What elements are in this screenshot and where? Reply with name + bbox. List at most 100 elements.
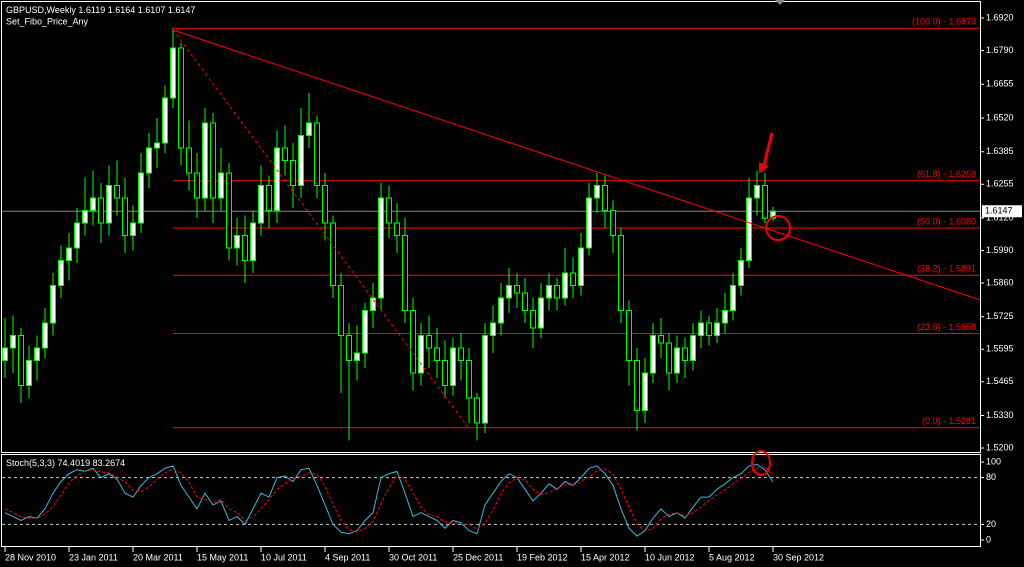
candle-body (90, 197, 96, 211)
candle-body (162, 97, 168, 144)
candle-body (602, 185, 608, 211)
candle-body (410, 310, 416, 374)
candle-body (642, 372, 648, 411)
candle-body (42, 322, 48, 349)
x-tick-label: 10 Jul 2011 (261, 552, 307, 562)
fibo-label: (61.8) - 1.6269 (917, 169, 976, 179)
x-tick-label: 30 Oct 2011 (389, 552, 437, 562)
candle-body (138, 172, 144, 224)
candle-body (106, 185, 112, 224)
x-tick-label: 15 May 2011 (197, 552, 248, 562)
y-tick-label: 1.6920 (986, 12, 1014, 22)
candle-body (514, 285, 520, 294)
candle-body (146, 147, 152, 174)
y-tick-label: 1.5860 (986, 277, 1014, 287)
x-tick-label: 28 Nov 2010 (5, 552, 56, 562)
candle-body (26, 360, 32, 386)
candle-body (634, 360, 640, 411)
y-tick-label: 1.6520 (986, 112, 1014, 122)
candle-body (746, 197, 752, 261)
candle-body (770, 210, 776, 219)
y-tick-label: 1.6255 (986, 179, 1014, 189)
candle-body (442, 360, 448, 386)
candle-body (250, 222, 256, 261)
symbol: GBPUSD,Weekly (6, 5, 76, 15)
fibo-label: (38.2) - 1.5891 (917, 264, 976, 274)
y-tick-label: 1.5465 (986, 376, 1014, 386)
main-frame (1, 1, 981, 453)
y-tick-label: 1.5990 (986, 245, 1014, 255)
candle-body (474, 397, 480, 424)
open: 1.6119 (78, 5, 105, 15)
candle-body (482, 335, 488, 424)
candle-body (762, 185, 768, 219)
low: 1.6107 (138, 5, 166, 15)
candle-body (506, 285, 512, 299)
candle-body (562, 272, 568, 299)
fibo-label: (100.0) - 1.6879 (912, 17, 976, 27)
candle-body (402, 235, 408, 311)
candle-body (610, 210, 616, 236)
stoch-title: Stoch(5,3,3) (6, 458, 55, 468)
close: 1.6147 (168, 5, 196, 15)
y-tick-label: 1.6790 (986, 45, 1014, 55)
trend-line (172, 29, 981, 301)
candle-body (546, 285, 552, 299)
candle-body (234, 235, 240, 249)
x-tick-label: 15 Apr 2012 (581, 552, 630, 562)
stoch-line (4, 463, 774, 537)
candle-body (354, 352, 360, 361)
candle-body (418, 335, 424, 374)
candle-body (274, 147, 280, 211)
candle-body (194, 172, 200, 199)
stoch-tick-label: 100 (986, 456, 1001, 466)
candle-body (730, 285, 736, 311)
x-tick-label: 20 Mar 2011 (133, 552, 183, 562)
candle-body (426, 335, 432, 349)
candle-body (58, 260, 64, 286)
y-tick-label: 1.6120 (986, 212, 1014, 222)
annotation-arrow (762, 132, 774, 166)
candle-body (434, 347, 440, 361)
candle-body (570, 272, 576, 286)
y-tick-label: 1.6655 (986, 79, 1014, 89)
marks: 1.6920 1.6790 1.6655 1.6520 1.6385 1.6255 1.61… (2, 12, 1022, 562)
y-tick-label: 1.5330 (986, 410, 1014, 420)
stoch-tick-label: 80 (986, 472, 996, 482)
y-tick-label: 1.5595 (986, 344, 1014, 354)
header: GBPUSD,Weekly 1.6119 1.6164 1.6107 1.614… (6, 5, 195, 15)
x-tick-label: 25 Dec 2011 (453, 552, 503, 562)
price-label: 1.6147 (985, 206, 1013, 216)
candle-body (298, 135, 304, 186)
candle-body (714, 322, 720, 336)
candle-body (202, 122, 208, 199)
fibo-base-line (172, 29, 471, 431)
candle-body (706, 322, 712, 336)
candle-body (306, 122, 312, 136)
candle-body (650, 335, 656, 374)
y-tick-label: 1.5725 (986, 311, 1014, 321)
candle-body (658, 335, 664, 344)
y-tick-label: 1.6385 (986, 146, 1014, 156)
candle-body (82, 210, 88, 224)
candle-body (754, 185, 760, 199)
candle-body (34, 347, 40, 361)
fibo-label: (50.0) - 1.6080 (917, 216, 976, 226)
candle-body (538, 297, 544, 329)
candle-body (10, 335, 16, 349)
candle-body (522, 292, 528, 311)
candle-body (66, 247, 72, 261)
stoch-main: 74.4019 (58, 458, 91, 468)
x-tick-label: 5 Aug 2012 (709, 552, 755, 562)
fibo-label: (0.0) - 1.5281 (922, 416, 976, 426)
candle-body (626, 310, 632, 361)
candle-body (266, 185, 272, 211)
candle-body (154, 142, 160, 149)
stoch-line (4, 466, 774, 533)
candle-body (178, 47, 184, 149)
candle-body (242, 235, 248, 261)
candle-body (346, 335, 352, 361)
candle-body (290, 160, 296, 186)
shift-marker (775, 0, 785, 5)
